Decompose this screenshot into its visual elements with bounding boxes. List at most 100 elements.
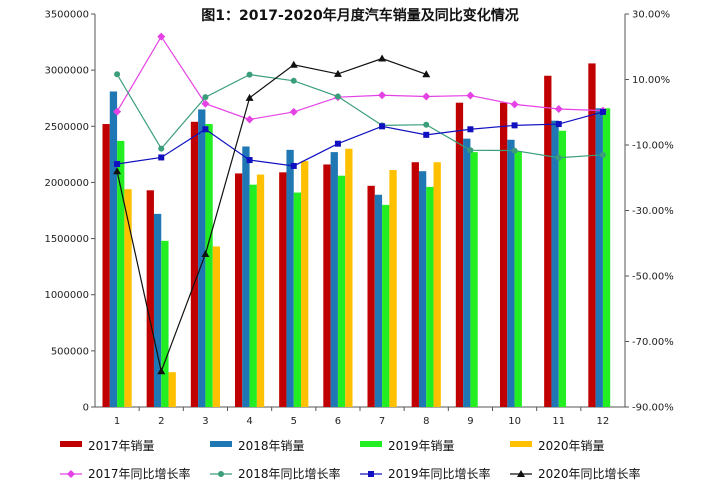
line-point xyxy=(378,54,387,62)
legend-label: 2017年销量 xyxy=(88,439,155,453)
bar xyxy=(389,170,397,407)
bar xyxy=(433,162,441,407)
line-point xyxy=(114,71,121,78)
line-point xyxy=(290,77,297,84)
legend-label: 2020年销量 xyxy=(538,439,605,453)
x-tick-label: 8 xyxy=(423,416,429,427)
line-point xyxy=(511,122,518,129)
bar xyxy=(293,192,302,407)
line-point xyxy=(333,69,342,77)
bar xyxy=(345,148,353,407)
legend: 2017年销量 2018年销量 2019年销量 2020年销量 2017年同比增长率 20… xyxy=(60,439,641,481)
line-point xyxy=(466,91,475,100)
axes: 0 500000 1000000 1500000 2000000 2500000 30000… xyxy=(44,10,673,428)
line-point xyxy=(113,167,122,175)
y-right-tick-label: -50.00% xyxy=(632,272,674,283)
line-point xyxy=(510,100,519,109)
line-point xyxy=(289,107,298,116)
line-point xyxy=(158,145,165,152)
line-point xyxy=(114,160,121,167)
x-tick-label: 10 xyxy=(508,416,521,427)
y-right-tick-label: -90.00% xyxy=(632,403,674,414)
x-tick-label: 1 xyxy=(114,416,120,427)
bar xyxy=(205,124,213,407)
legend-label: 2017年同比增长率 xyxy=(88,466,191,481)
series-line xyxy=(116,57,427,374)
y-right-tick-label: -10.00% xyxy=(632,141,674,152)
y-left-tick-label: 500000 xyxy=(51,346,89,357)
bar xyxy=(146,190,154,407)
bar xyxy=(595,108,603,407)
bar xyxy=(198,109,206,407)
x-tick-label: 2 xyxy=(158,416,164,427)
line-point xyxy=(422,92,431,101)
bar xyxy=(117,140,125,407)
x-tick-label: 4 xyxy=(246,416,252,427)
line-point xyxy=(334,93,341,100)
bar xyxy=(286,149,294,407)
bar xyxy=(212,246,221,407)
line-point xyxy=(201,99,210,108)
y-left-tick-label: 2000000 xyxy=(44,178,89,189)
legend-marker xyxy=(218,471,224,477)
bar xyxy=(242,146,250,408)
y-left-tick-label: 3000000 xyxy=(44,66,89,77)
line-point xyxy=(245,115,254,124)
bar xyxy=(411,162,419,407)
legend-swatch xyxy=(360,441,382,447)
line-point xyxy=(423,131,430,138)
bar xyxy=(301,161,309,407)
line-series-group xyxy=(113,32,607,375)
line-point xyxy=(113,107,122,116)
legend-label: 2019年同比增长率 xyxy=(388,466,491,481)
line-point xyxy=(289,60,298,68)
line-point xyxy=(555,121,562,128)
bar xyxy=(161,240,169,407)
line-point xyxy=(599,151,606,158)
bar xyxy=(382,204,390,407)
legend-label: 2020年同比增长率 xyxy=(538,466,641,481)
bar xyxy=(124,189,132,407)
bar xyxy=(323,164,331,407)
line-point xyxy=(201,250,210,258)
chart-title: 图1：2017-2020年月度汽车销量及同比变化情况 xyxy=(201,7,518,24)
x-tick-label: 7 xyxy=(379,416,385,427)
y-right-tick-label: 10.00% xyxy=(632,75,670,86)
bar xyxy=(544,75,552,407)
line-point xyxy=(202,94,209,101)
bar xyxy=(102,124,110,407)
line-point xyxy=(158,154,165,161)
line-point xyxy=(467,126,474,133)
line-point xyxy=(599,108,606,115)
bar xyxy=(367,185,375,407)
x-tick-label: 3 xyxy=(202,416,208,427)
line-point xyxy=(202,126,209,133)
y-left-tick-label: 0 xyxy=(83,403,89,414)
line-point xyxy=(246,157,253,164)
line-point xyxy=(554,104,563,113)
y-left-tick-label: 1000000 xyxy=(44,290,89,301)
bar xyxy=(249,184,257,407)
bar xyxy=(256,174,265,407)
bar-series-group xyxy=(102,63,611,408)
x-tick-label: 12 xyxy=(597,416,610,427)
bar xyxy=(374,194,383,407)
bar xyxy=(514,150,522,407)
legend-label: 2018年销量 xyxy=(238,439,305,453)
line-point xyxy=(511,147,518,154)
legend-marker xyxy=(67,470,75,478)
bar xyxy=(330,152,338,407)
y-right-tick-label: -30.00% xyxy=(632,206,674,217)
legend-marker xyxy=(517,470,525,477)
x-tick-label: 11 xyxy=(552,416,565,427)
line-point xyxy=(467,147,474,154)
line-point xyxy=(423,121,430,128)
legend-swatch xyxy=(60,441,82,447)
bar xyxy=(602,108,611,407)
series-line xyxy=(116,35,603,121)
line-point xyxy=(290,162,297,169)
line-point xyxy=(245,93,254,101)
bar xyxy=(455,102,464,407)
bar xyxy=(168,372,176,407)
